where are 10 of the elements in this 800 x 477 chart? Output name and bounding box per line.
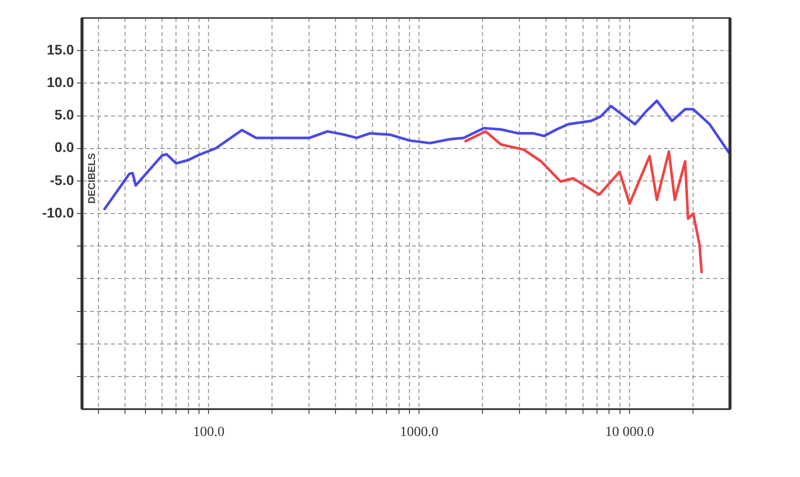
y-tick-label: 0.0 (54, 139, 74, 156)
y-tick-label: 10.0 (46, 74, 74, 90)
y-tick-label: 15.0 (46, 41, 74, 58)
y-tick-label: -5.0 (50, 172, 74, 188)
x-tick-label: 100.0 (192, 425, 224, 440)
y-axis-title: DECIBELS (86, 152, 98, 204)
y-tick-label: 5.0 (54, 106, 74, 123)
x-tick-label: 1000.0 (400, 425, 438, 440)
y-tick-label: -10.0 (42, 204, 74, 220)
x-tick-label: 10 000.0 (605, 425, 654, 440)
